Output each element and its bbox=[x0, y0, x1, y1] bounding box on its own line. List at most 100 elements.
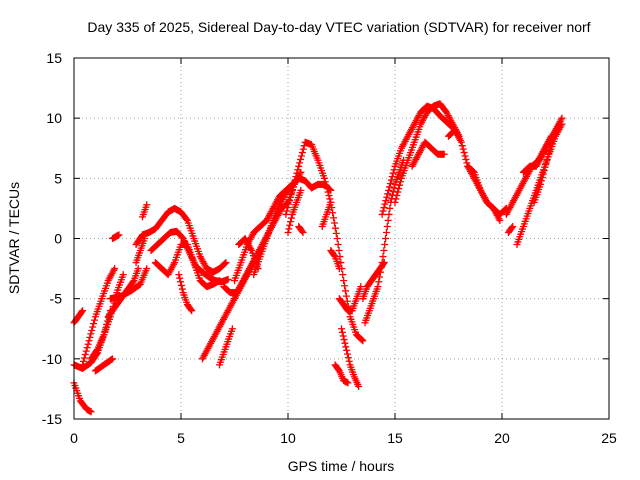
data-point bbox=[324, 188, 332, 196]
series-trace-36 bbox=[464, 162, 504, 224]
data-point bbox=[216, 277, 224, 285]
data-point bbox=[286, 193, 294, 201]
data-point bbox=[286, 221, 294, 229]
y-tick-label: 5 bbox=[54, 170, 62, 186]
data-point bbox=[187, 305, 195, 313]
data-point bbox=[340, 277, 348, 285]
data-point bbox=[222, 259, 230, 267]
data-point bbox=[330, 214, 338, 222]
data-point bbox=[109, 355, 117, 363]
data-point bbox=[289, 183, 297, 191]
data-point bbox=[540, 167, 548, 175]
data-point bbox=[383, 222, 391, 230]
data-point bbox=[345, 357, 353, 365]
data-point bbox=[463, 159, 471, 167]
x-tick-label: 0 bbox=[70, 430, 78, 446]
data-point bbox=[359, 337, 367, 345]
data-point bbox=[390, 184, 398, 192]
data-point bbox=[537, 177, 545, 185]
data-point bbox=[375, 278, 383, 286]
data-point bbox=[384, 190, 392, 198]
series-trace-30 bbox=[361, 156, 408, 327]
data-point bbox=[326, 195, 334, 203]
data-point bbox=[299, 145, 307, 153]
data-point bbox=[358, 336, 366, 344]
data-point bbox=[541, 163, 549, 171]
series-trace-41 bbox=[530, 120, 564, 206]
data-point bbox=[327, 198, 335, 206]
data-point bbox=[82, 347, 90, 355]
data-point bbox=[295, 162, 303, 170]
data-point bbox=[297, 155, 305, 163]
data-point bbox=[331, 224, 339, 232]
data-point bbox=[546, 146, 554, 154]
data-point bbox=[387, 176, 395, 184]
data-point bbox=[379, 260, 387, 268]
data-point bbox=[294, 166, 302, 174]
data-point bbox=[539, 170, 547, 178]
data-point bbox=[228, 325, 236, 333]
data-point bbox=[90, 316, 98, 324]
data-point bbox=[298, 149, 306, 157]
data-point bbox=[332, 229, 340, 237]
data-point bbox=[396, 181, 404, 189]
data-point bbox=[340, 336, 348, 344]
data-point bbox=[461, 152, 469, 160]
data-point bbox=[224, 275, 232, 283]
data-point bbox=[509, 222, 517, 230]
data-point bbox=[79, 307, 87, 315]
data-point bbox=[393, 192, 401, 200]
data-point bbox=[342, 343, 350, 351]
data-point bbox=[545, 149, 553, 157]
data-point bbox=[440, 150, 448, 158]
data-point bbox=[343, 297, 351, 305]
series-trace-24 bbox=[295, 222, 307, 236]
series-trace-12 bbox=[138, 201, 151, 221]
data-point bbox=[89, 323, 97, 331]
x-tick-label: 20 bbox=[494, 430, 510, 446]
data-point bbox=[355, 383, 363, 391]
data-point bbox=[381, 241, 389, 249]
data-point bbox=[339, 271, 347, 279]
data-point bbox=[80, 354, 88, 362]
data-point bbox=[460, 149, 468, 157]
data-point bbox=[286, 197, 294, 205]
data-point bbox=[283, 207, 291, 215]
data-point bbox=[547, 143, 555, 151]
data-point bbox=[496, 216, 504, 224]
data-point bbox=[325, 192, 333, 200]
data-point bbox=[88, 326, 96, 334]
data-point bbox=[394, 188, 402, 196]
data-point bbox=[458, 142, 466, 150]
data-point bbox=[459, 145, 467, 153]
series-trace-23 bbox=[284, 186, 305, 236]
series-trace-33 bbox=[391, 100, 463, 206]
data-point bbox=[386, 204, 394, 212]
data-point bbox=[537, 180, 545, 188]
x-tick-label: 15 bbox=[387, 430, 403, 446]
data-point bbox=[178, 285, 186, 293]
series-trace-34 bbox=[408, 138, 448, 170]
data-point bbox=[330, 219, 338, 227]
data-point bbox=[390, 166, 398, 174]
data-point bbox=[108, 356, 116, 364]
data-point bbox=[81, 351, 89, 359]
data-point bbox=[357, 283, 365, 291]
data-point bbox=[78, 308, 86, 316]
data-point bbox=[334, 241, 342, 249]
data-point bbox=[287, 218, 295, 226]
data-point bbox=[188, 307, 196, 315]
data-point bbox=[175, 271, 183, 279]
data-point bbox=[391, 198, 399, 206]
series-trace-32 bbox=[378, 102, 457, 218]
data-point bbox=[284, 204, 292, 212]
data-points bbox=[70, 100, 566, 416]
data-point bbox=[143, 265, 151, 273]
data-point bbox=[330, 251, 338, 259]
data-point bbox=[90, 320, 98, 328]
data-point bbox=[392, 195, 400, 203]
data-point bbox=[339, 332, 347, 340]
series-trace-10 bbox=[132, 204, 230, 276]
data-point bbox=[337, 259, 345, 267]
